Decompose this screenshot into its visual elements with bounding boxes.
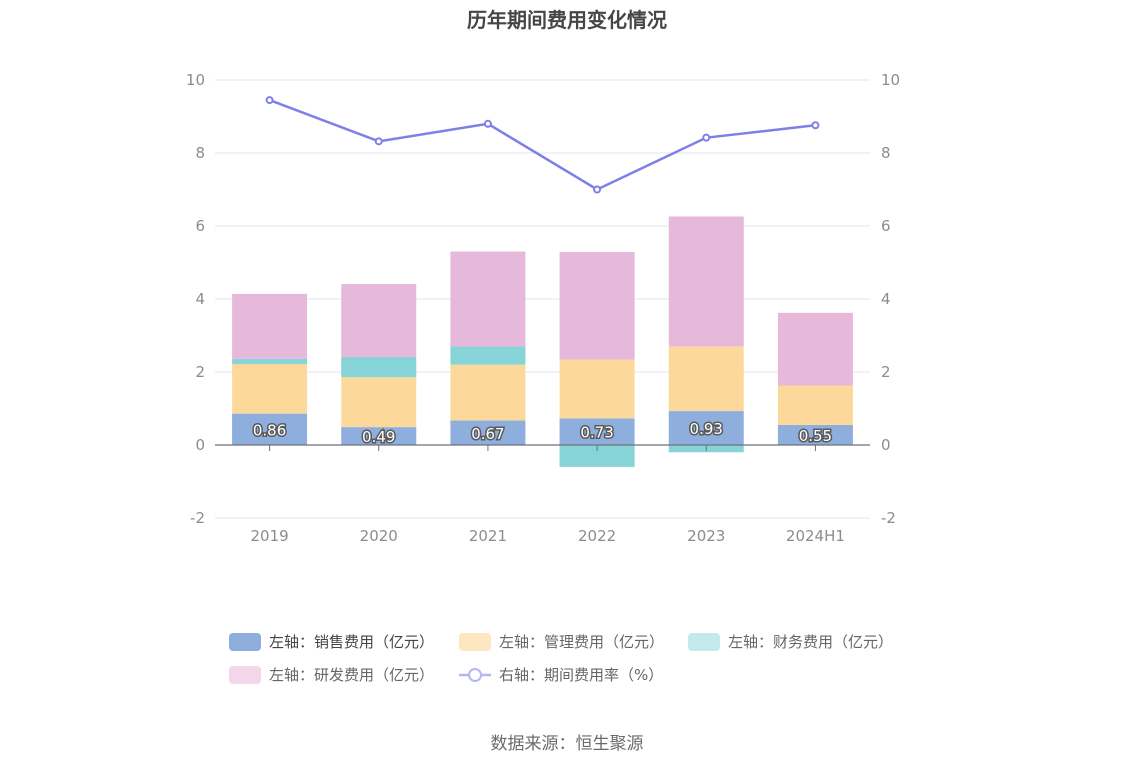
right-axis-tick-label: 8 [881, 144, 891, 162]
bar-segment [668, 411, 744, 445]
left-axis-tick-label: 2 [195, 363, 205, 381]
bar-segment [559, 418, 635, 445]
right-axis-tick-label: 4 [881, 290, 891, 308]
legend-label: 左轴：研发费用（亿元） [269, 666, 435, 684]
legend-label: 左轴：管理费用（亿元） [499, 633, 665, 651]
legend-swatch [229, 632, 261, 651]
bar-series [232, 216, 853, 467]
bar-segment [777, 312, 853, 386]
legend-item[interactable]: 左轴：销售费用（亿元） [229, 631, 434, 652]
right-axis-tick-label: 2 [881, 363, 891, 381]
left-axis-tick-label: 4 [195, 290, 205, 308]
bar-segment [341, 427, 417, 445]
source-note: 数据来源：恒生聚源 [490, 734, 644, 754]
rate-line [269, 98, 816, 191]
right-axis-tick-label: -2 [881, 509, 896, 527]
bar-data-label: 0.55 [799, 427, 832, 445]
bar-data-label: 0.93 [690, 420, 723, 438]
bar-data-label: 0.86 [253, 421, 286, 439]
legend-swatch [229, 665, 261, 684]
bar-segment [232, 413, 308, 445]
bar-segment [559, 251, 635, 360]
rate-point [265, 96, 274, 105]
bar-segment [232, 363, 308, 414]
legend-item[interactable]: 右轴：期间费用率（%） [459, 664, 663, 685]
bar-data-label: 0.67 [471, 425, 504, 443]
line-series [265, 96, 820, 194]
left-axis-tick-label: 8 [195, 144, 205, 162]
legend-item[interactable]: 左轴：财务费用（亿元） [688, 631, 893, 652]
rate-point [374, 137, 383, 146]
bar-segment [777, 424, 853, 445]
bar-segment [668, 216, 744, 347]
bar-segment [232, 358, 308, 364]
rate-point [811, 121, 820, 130]
bar-segment [232, 293, 308, 359]
bar-segment [559, 359, 635, 419]
chart-title: 历年期间费用变化情况 [467, 8, 667, 32]
legend-label: 左轴：财务费用（亿元） [728, 633, 894, 651]
bar-segment [341, 357, 417, 378]
data-labels: 0.86 0.49 0.67 0.73 0.93 0.55 [251, 419, 833, 448]
bar-segment [341, 284, 417, 358]
x-axis-tick-label: 2019 [250, 527, 288, 545]
legend-item[interactable]: 左轴：管理费用（亿元） [459, 631, 664, 652]
legend-line-icon [459, 666, 491, 684]
bar-data-label: 0.73 [580, 424, 613, 442]
legend-swatch [688, 632, 720, 651]
left-axis-tick-label: 6 [195, 217, 205, 235]
right-axis-tick-label: 6 [881, 217, 891, 235]
left-axis-tick-label: -2 [190, 509, 205, 527]
bar-data-label: 0.49 [362, 428, 395, 446]
bar-segment [450, 251, 526, 347]
legend-item[interactable]: 左轴：研发费用（亿元） [229, 664, 434, 685]
x-axis-tick-label: 2020 [360, 527, 398, 545]
bar-segment [777, 385, 853, 425]
x-axis-tick-label: 2024H1 [786, 527, 845, 545]
legend-swatch [459, 632, 491, 651]
bar-segment [450, 364, 526, 421]
bar-segment [450, 346, 526, 365]
bar-segment [450, 420, 526, 445]
x-axis-tick-label: 2022 [578, 527, 616, 545]
x-axis-tick-label: 2021 [469, 527, 507, 545]
left-axis-tick-label: 0 [195, 436, 205, 454]
rate-point [483, 119, 492, 128]
rate-point [593, 185, 602, 194]
rate-point [702, 133, 711, 142]
legend-label: 左轴：销售费用（亿元） [269, 633, 435, 651]
grid-lines: -2 0 2 4 6 8 10 -2 0 2 4 6 8 10 [186, 71, 900, 527]
legend-label: 右轴：期间费用率（%） [499, 666, 664, 684]
x-axis: 2019 2020 2021 2022 2023 2024H1 [215, 444, 870, 545]
x-axis-tick-label: 2023 [687, 527, 725, 545]
bar-segment [341, 377, 417, 428]
bar-segment [668, 346, 744, 412]
right-axis-tick-label: 0 [881, 436, 891, 454]
bar-segment [559, 445, 635, 467]
right-axis-tick-label: 10 [881, 71, 900, 89]
left-axis-tick-label: 10 [186, 71, 205, 89]
